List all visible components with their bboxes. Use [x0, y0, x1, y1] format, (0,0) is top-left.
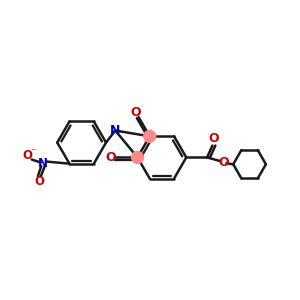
Circle shape — [132, 152, 143, 164]
Text: O: O — [105, 151, 116, 164]
Text: ⁻: ⁻ — [30, 147, 35, 157]
Text: O: O — [34, 175, 44, 188]
Text: N: N — [110, 124, 121, 137]
Text: N: N — [38, 158, 48, 170]
Text: O: O — [208, 132, 219, 145]
Text: O: O — [23, 149, 33, 162]
Circle shape — [144, 130, 156, 142]
Text: O: O — [218, 156, 229, 169]
Text: O: O — [131, 106, 142, 119]
